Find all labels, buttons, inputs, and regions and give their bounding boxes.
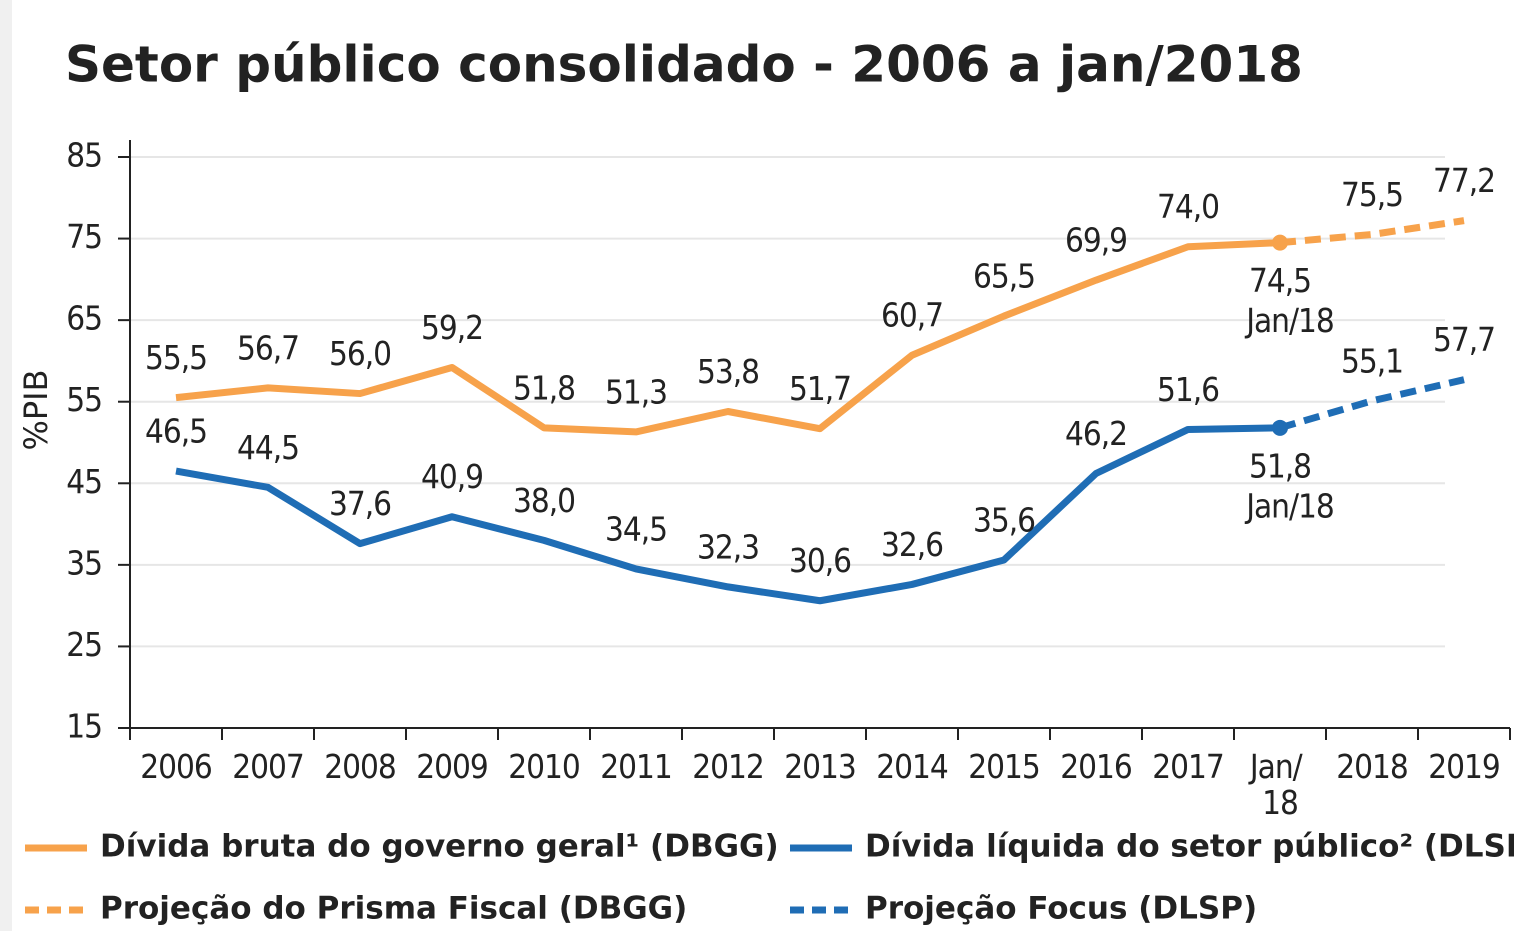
data-label: 51,3 xyxy=(605,372,667,411)
x-tick-label: 2014 xyxy=(876,747,948,786)
data-label: 59,2 xyxy=(421,308,483,347)
chart-title: Setor público consolidado - 2006 a jan/2… xyxy=(65,36,1303,94)
data-label: 55,1 xyxy=(1341,341,1403,380)
data-label: 56,7 xyxy=(237,328,299,367)
x-tick-label-line: 2010 xyxy=(508,747,580,786)
legend-label: Dívida líquida do setor público² (DLSP) xyxy=(865,829,1514,865)
x-tick-label: 2011 xyxy=(600,747,672,786)
x-tick-label-line: 2015 xyxy=(968,747,1040,786)
x-tick-label-line: 2012 xyxy=(692,747,764,786)
data-label: 74,5 xyxy=(1249,261,1311,300)
data-label: 37,6 xyxy=(329,484,391,523)
data-label: 53,8 xyxy=(697,352,759,391)
annotation: Jan/18 xyxy=(1244,301,1334,340)
x-tick-label: 2017 xyxy=(1152,747,1224,786)
x-tick-label-line: Jan/ xyxy=(1248,747,1310,786)
data-label: 51,6 xyxy=(1157,370,1219,409)
data-label: 32,3 xyxy=(697,527,759,566)
legend-label: Dívida bruta do governo geral¹ (DBGG) xyxy=(100,829,779,865)
frame xyxy=(0,0,12,931)
y-tick-label: 55 xyxy=(66,380,102,419)
y-tick-label: 25 xyxy=(66,625,102,664)
x-tick-label: 2016 xyxy=(1060,747,1132,786)
data-label: 60,7 xyxy=(881,296,943,335)
x-tick-label-line: 18 xyxy=(1262,783,1298,822)
x-tick-label: 2009 xyxy=(416,747,488,786)
x-tick-label-line: 2018 xyxy=(1336,747,1408,786)
series-line xyxy=(175,424,1281,605)
data-label: 77,2 xyxy=(1433,161,1495,200)
x-tick-label-line: 2007 xyxy=(232,747,304,786)
x-tick-label-line: 2006 xyxy=(140,747,212,786)
series-line xyxy=(1279,376,1465,432)
x-tick-label: Jan/ 18 xyxy=(1248,747,1310,822)
data-label: 46,5 xyxy=(145,412,207,451)
x-tick-label-line: 2016 xyxy=(1060,747,1132,786)
y-tick-label: 35 xyxy=(66,543,102,582)
x-tick-label: 2018 xyxy=(1336,747,1408,786)
data-label: 51,8 xyxy=(513,368,575,407)
data-label: 51,7 xyxy=(789,369,851,408)
y-tick-label: 85 xyxy=(66,136,102,175)
series-line xyxy=(175,239,1281,436)
data-label: 34,5 xyxy=(605,509,667,548)
x-tick-label-line: 2008 xyxy=(324,747,396,786)
x-tick-label: 2019 xyxy=(1428,747,1500,786)
data-label: 40,9 xyxy=(421,457,483,496)
x-tick-label-line: 2017 xyxy=(1152,747,1224,786)
legend-label: Projeção Focus (DLSP) xyxy=(865,891,1257,927)
data-label: 74,0 xyxy=(1157,187,1219,226)
x-tick-label-line: 2013 xyxy=(784,747,856,786)
data-label: 44,5 xyxy=(237,428,299,467)
data-label: 38,0 xyxy=(513,481,575,520)
y-tick-label: 65 xyxy=(66,299,102,338)
y-tick-label: 15 xyxy=(66,707,102,746)
data-label: 35,6 xyxy=(973,500,1035,539)
x-tick-label: 2010 xyxy=(508,747,580,786)
x-tick-label: 2015 xyxy=(968,747,1040,786)
data-label: 65,5 xyxy=(973,257,1035,296)
data-label: 46,2 xyxy=(1065,414,1127,453)
y-tick-label: 75 xyxy=(66,217,102,256)
data-label: 56,0 xyxy=(329,334,391,373)
x-tick-label: 2013 xyxy=(784,747,856,786)
x-tick-label: 2012 xyxy=(692,747,764,786)
x-tick-label: 2008 xyxy=(324,747,396,786)
data-label: 32,6 xyxy=(881,525,943,564)
x-tick-label-line: 2014 xyxy=(876,747,948,786)
y-tick-label: 45 xyxy=(66,462,102,501)
x-tick-label-line: 2009 xyxy=(416,747,488,786)
data-label: 69,9 xyxy=(1065,221,1127,260)
x-tick-label-line: 2019 xyxy=(1428,747,1500,786)
annotation: Jan/18 xyxy=(1244,486,1334,525)
x-tick-label-line: 2011 xyxy=(600,747,672,786)
x-tick-label: 2007 xyxy=(232,747,304,786)
data-label: 75,5 xyxy=(1341,175,1403,214)
data-label: 51,8 xyxy=(1249,446,1311,485)
series-line xyxy=(1279,217,1465,247)
y-axis-label: %PIB xyxy=(17,369,55,450)
x-tick-label: 2006 xyxy=(140,747,212,786)
data-label: 57,7 xyxy=(1433,320,1495,359)
data-label: 55,5 xyxy=(145,338,207,377)
data-label: 30,6 xyxy=(789,541,851,580)
legend-label: Projeção do Prisma Fiscal (DBGG) xyxy=(100,891,687,927)
